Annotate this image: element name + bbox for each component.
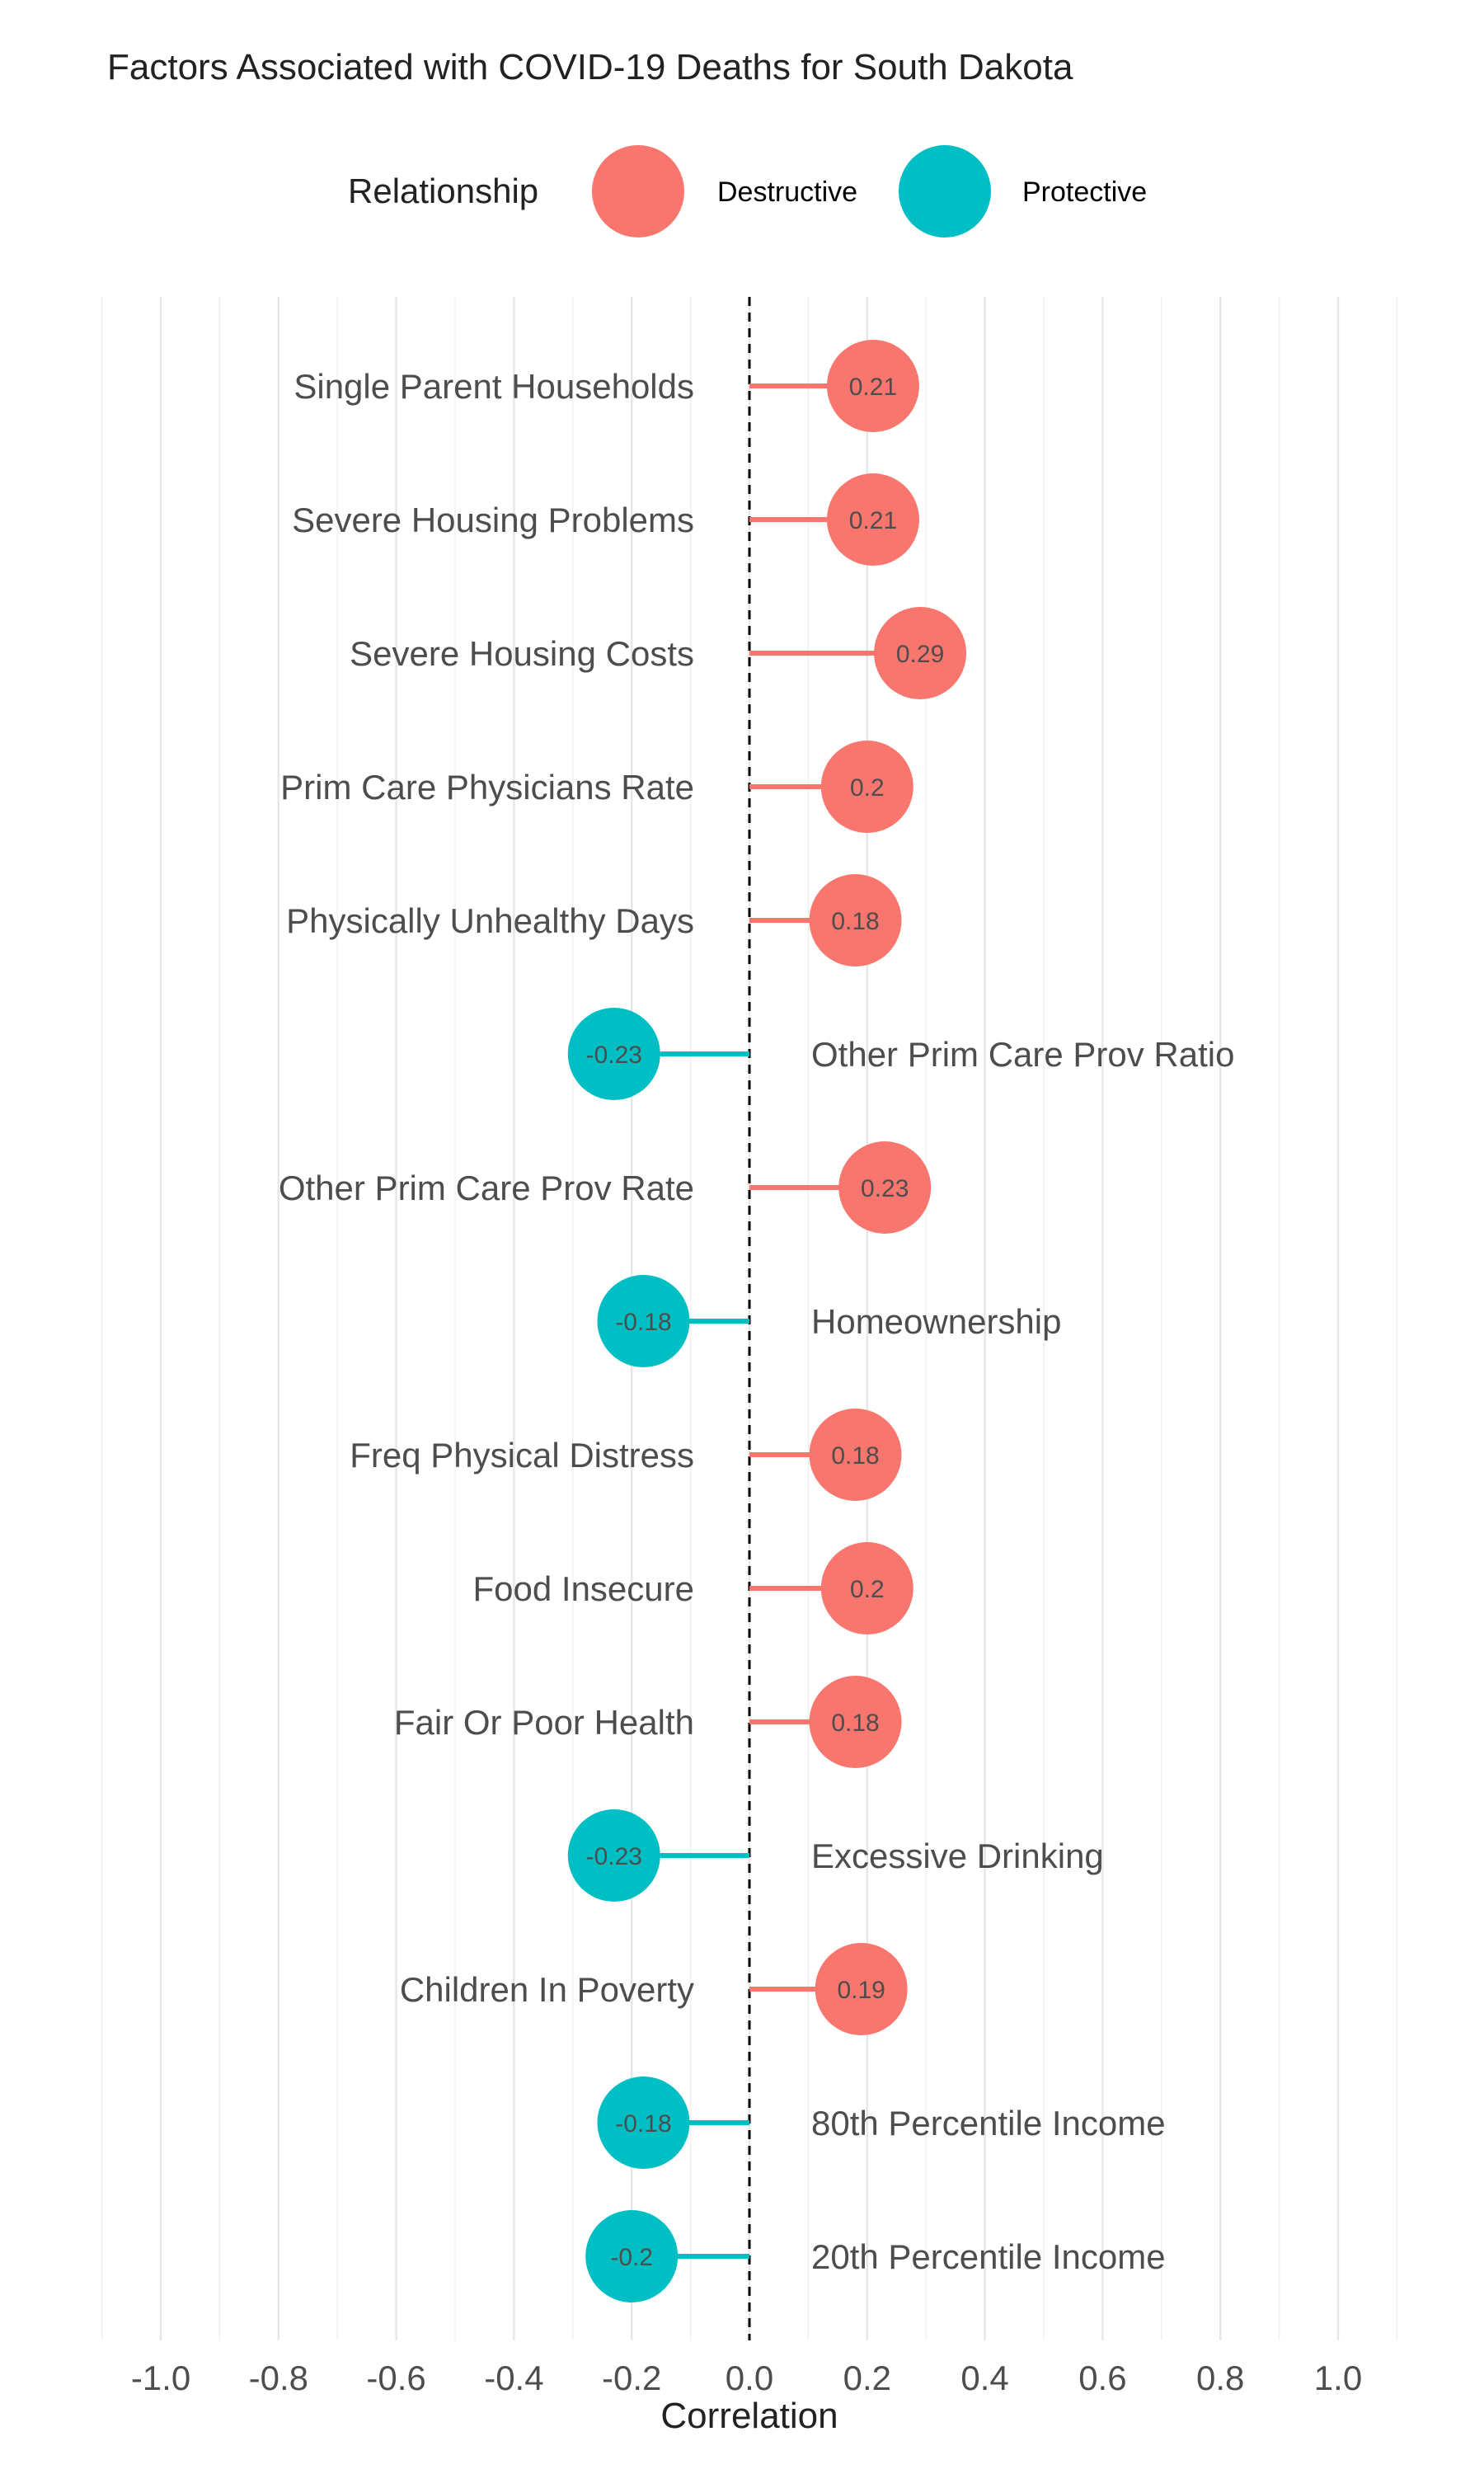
lollipop: -0.23 Other Prim Care Prov Ratio: [567, 1008, 1234, 1100]
lollipop: 0.19 Children In Poverty: [400, 1943, 908, 2035]
x-tick-label: 0.6: [1078, 2359, 1126, 2397]
legend-label-destructive: Destructive: [717, 176, 857, 208]
legend-key-protective: [899, 145, 991, 238]
x-tick-label: 0.4: [960, 2359, 1008, 2397]
value-label: -0.2: [610, 2244, 653, 2271]
lollipop-point: [597, 1275, 690, 1367]
lollipop-point: [809, 1676, 902, 1768]
x-axis-ticks: -1.0 -0.8 -0.6 -0.4 -0.2 0.0 0.2 0.4 0.6 0.8 1.0: [131, 2359, 1362, 2397]
x-tick-label: -0.8: [249, 2359, 308, 2397]
value-label: 0.21: [849, 374, 897, 401]
x-axis-title: Correlation: [660, 2396, 838, 2436]
x-tick-label: 0.8: [1196, 2359, 1244, 2397]
legend-label-protective: Protective: [1022, 176, 1147, 208]
category-label: Freq Physical Distress: [350, 1436, 694, 1475]
value-label: 0.21: [849, 507, 897, 534]
x-tick-label: -1.0: [131, 2359, 190, 2397]
lollipop: 0.18 Fair Or Poor Health: [394, 1676, 902, 1768]
lollipop-point: [597, 2077, 690, 2169]
category-label: Food Insecure: [473, 1569, 695, 1608]
lollipop: 0.2 Food Insecure: [473, 1542, 913, 1634]
value-label: -0.23: [586, 1042, 642, 1069]
lollipop-point: [838, 1141, 932, 1234]
category-label: Excessive Drinking: [811, 1837, 1104, 1875]
lollipop-point: [874, 607, 967, 699]
lollipop: 0.21 Single Parent Households: [294, 340, 919, 432]
legend: Relationship Destructive Protective: [348, 145, 1147, 238]
lollipop-point: [585, 2210, 679, 2302]
x-tick-label: -0.2: [602, 2359, 661, 2397]
value-label: 0.18: [831, 1710, 879, 1737]
value-label: 0.19: [837, 1977, 885, 2004]
lollipop: 0.23 Other Prim Care Prov Rate: [279, 1141, 932, 1234]
lollipop: 0.29 Severe Housing Costs: [350, 607, 967, 699]
lollipop-point: [820, 1542, 913, 1634]
lollipop: -0.18 80th Percentile Income: [597, 2077, 1166, 2169]
lollipop-point: [820, 741, 913, 833]
category-label: 80th Percentile Income: [811, 2104, 1166, 2142]
value-label: -0.23: [586, 1843, 642, 1870]
category-label: Other Prim Care Prov Ratio: [811, 1035, 1234, 1074]
category-label: Homeownership: [811, 1302, 1061, 1341]
category-label: Severe Housing Costs: [350, 634, 694, 673]
x-tick-label: 0.0: [726, 2359, 773, 2397]
lollipop-point: [809, 1409, 902, 1501]
lollipop: -0.23 Excessive Drinking: [567, 1809, 1104, 1902]
x-tick-label: 0.2: [843, 2359, 891, 2397]
value-label: 0.2: [850, 774, 885, 802]
value-label: 0.23: [861, 1175, 909, 1202]
lollipop-point: [826, 340, 919, 432]
value-label: -0.18: [615, 2110, 671, 2138]
x-tick-label: -0.6: [366, 2359, 425, 2397]
category-label: Physically Unhealthy Days: [286, 901, 694, 940]
lollipop: 0.21 Severe Housing Problems: [292, 473, 919, 566]
value-label: -0.18: [615, 1309, 671, 1336]
value-label: 0.18: [831, 908, 879, 935]
legend-title: Relationship: [348, 172, 538, 210]
value-label: 0.18: [831, 1442, 879, 1470]
category-label: Fair Or Poor Health: [394, 1703, 694, 1742]
lollipop: 0.18 Physically Unhealthy Days: [286, 874, 902, 967]
category-label: Other Prim Care Prov Rate: [279, 1169, 694, 1207]
lollipop-point: [567, 1008, 660, 1100]
lollipop-point: [815, 1943, 908, 2035]
lollipop-point: [809, 874, 902, 967]
category-label: Children In Poverty: [400, 1970, 694, 2009]
lollipop-point: [567, 1809, 660, 1902]
grid: [101, 297, 1398, 2340]
x-tick-label: -0.4: [484, 2359, 543, 2397]
lollipop: 0.18 Freq Physical Distress: [350, 1409, 902, 1501]
lollipop-point: [826, 473, 919, 566]
data-marks: 0.21 Single Parent Households 0.21 Severe H…: [279, 340, 1234, 2302]
chart-title: Factors Associated with COVID-19 Deaths …: [107, 47, 1073, 87]
value-label: 0.29: [896, 641, 944, 668]
category-label: Single Parent Households: [294, 367, 694, 406]
lollipop: 0.2 Prim Care Physicians Rate: [280, 741, 913, 833]
value-label: 0.2: [850, 1576, 885, 1603]
lollipop: -0.18 Homeownership: [597, 1275, 1061, 1367]
x-tick-label: 1.0: [1314, 2359, 1362, 2397]
category-label: Severe Housing Problems: [292, 501, 694, 539]
lollipop: -0.2 20th Percentile Income: [585, 2210, 1166, 2302]
legend-key-destructive: [592, 145, 684, 238]
category-label: 20th Percentile Income: [811, 2237, 1166, 2276]
category-label: Prim Care Physicians Rate: [280, 768, 694, 807]
